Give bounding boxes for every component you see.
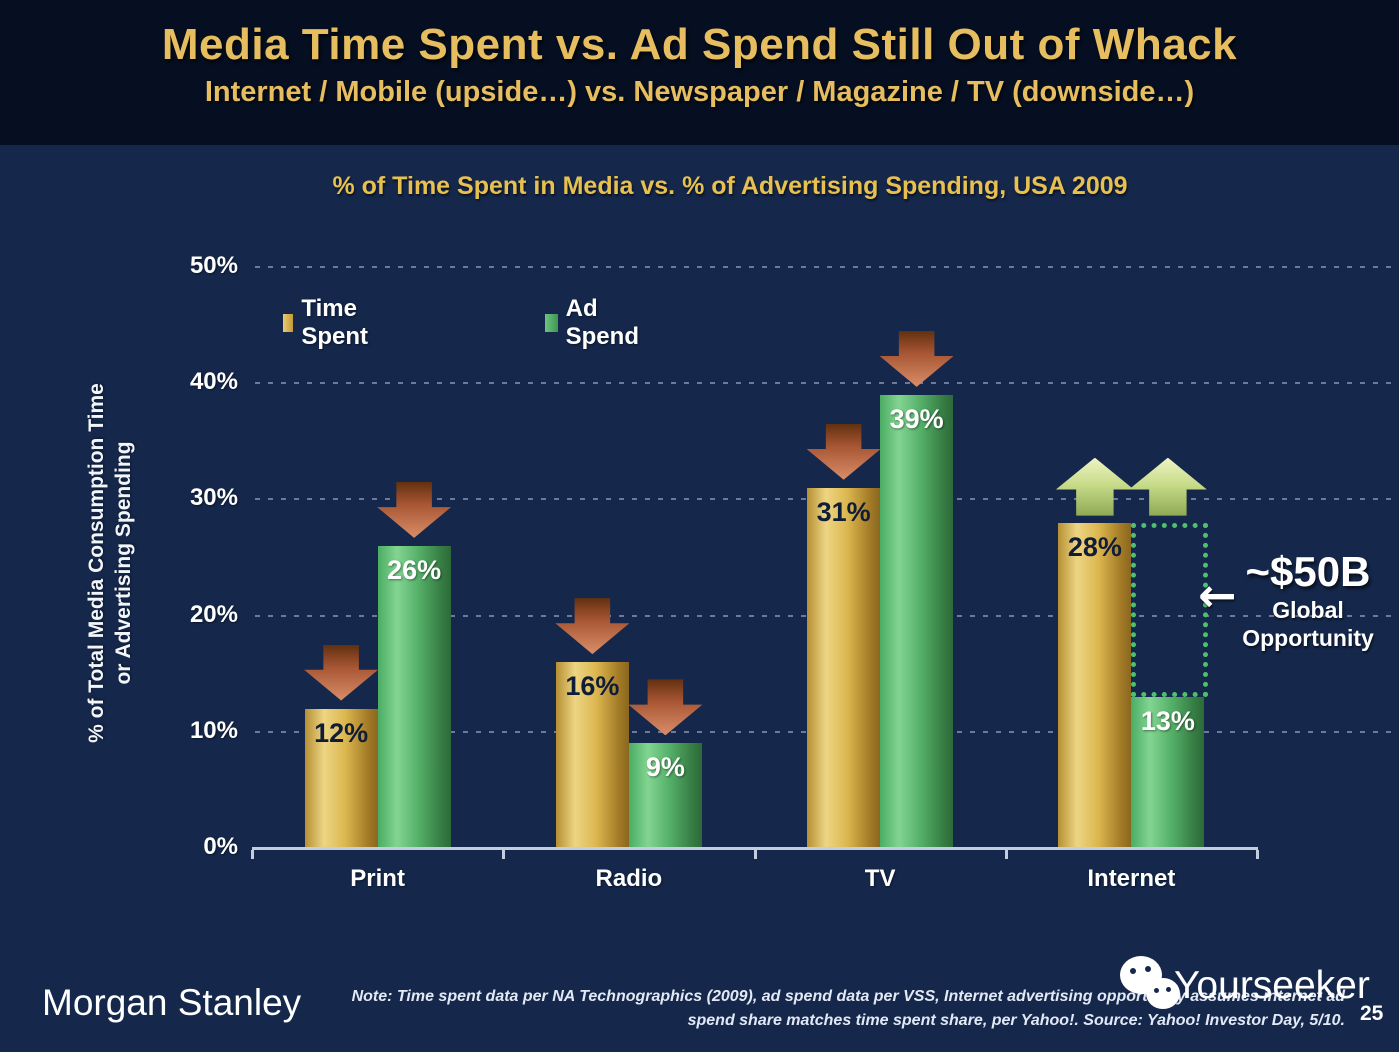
- y-axis-label-line2: or Advertising Spending: [112, 441, 135, 685]
- x-axis-tick: [753, 850, 757, 859]
- source-note-line2: spend share matches time spent share, pe…: [687, 1012, 1345, 1029]
- x-category-label: Internet: [1087, 865, 1176, 892]
- x-axis-tick: [1256, 850, 1259, 859]
- x-axis-tick: [251, 850, 254, 859]
- left-arrow-icon: ←: [1198, 568, 1237, 622]
- legend-item-time-spent: Time Spent: [283, 295, 376, 351]
- y-tick-label: 40%: [189, 368, 238, 396]
- source-note-line1: Note: Time spent data per NA Technograph…: [351, 988, 1345, 1005]
- bar-value-label: 26%: [387, 554, 442, 585]
- bar-value-label: 31%: [816, 496, 871, 527]
- ad-spend-swatch-icon: [545, 314, 558, 332]
- opportunity-label-line1: Global: [1272, 597, 1344, 623]
- wechat-icon-eye: [1130, 968, 1136, 974]
- up-arrow-icon: [1055, 457, 1134, 516]
- down-arrow-icon: [377, 481, 452, 538]
- slide-header: Media Time Spent vs. Ad Spend Still Out …: [0, 0, 1399, 145]
- y-tick-label: 10%: [189, 716, 238, 744]
- slide-title: Media Time Spent vs. Ad Spend Still Out …: [161, 20, 1238, 69]
- time-spent-swatch-icon: [283, 314, 294, 332]
- chart-title: % of Time Spent in Media vs. % of Advert…: [332, 172, 1128, 200]
- bar-internet-ad-spend: [1131, 696, 1205, 848]
- x-category-label: TV: [864, 865, 896, 892]
- opportunity-annotation: ~$50B Global Opportunity: [1222, 548, 1394, 652]
- x-category-label: Radio: [595, 865, 663, 892]
- x-axis-tick: [1004, 850, 1008, 859]
- up-arrow-icon: [1128, 457, 1207, 516]
- opportunity-value: ~$50B: [1245, 548, 1371, 595]
- gridline-50%: [255, 266, 1395, 268]
- y-tick-label: 20%: [189, 600, 238, 628]
- wechat-icon-eye: [1166, 987, 1171, 992]
- wechat-icon-small-bubble: [1146, 978, 1180, 1009]
- bar-radio-ad-spend: [628, 743, 702, 848]
- x-axis-line: [252, 847, 1258, 850]
- slide-subtitle: Internet / Mobile (upside…) vs. Newspape…: [204, 76, 1195, 108]
- bar-internet-time-spent: [1058, 522, 1132, 848]
- wechat-icon-eye: [1145, 966, 1151, 972]
- bar-value-label: 13%: [1140, 705, 1195, 736]
- legend-item-ad-spend: Ad Spend: [545, 295, 644, 351]
- bar-radio-time-spent: [555, 662, 629, 848]
- x-category-label: Print: [350, 865, 405, 892]
- x-axis-tick: [502, 850, 506, 859]
- y-tick-label: 30%: [189, 484, 238, 512]
- source-note: Note: Time spent data per NA Technograph…: [315, 985, 1345, 1033]
- watermark-text: Yourseeker: [1174, 964, 1370, 1007]
- down-arrow-icon: [806, 423, 881, 480]
- bar-value-label: 12%: [314, 717, 369, 748]
- bar-print-time-spent: [304, 708, 378, 848]
- bar-value-label: 28%: [1067, 531, 1122, 562]
- down-arrow-icon: [555, 598, 630, 655]
- bar-value-label: 9%: [645, 752, 685, 783]
- page-number: 25: [1360, 1002, 1384, 1025]
- bar-tv-time-spent: [807, 487, 881, 848]
- bar-value-label: 16%: [565, 671, 620, 702]
- morgan-stanley-logo: Morgan Stanley: [42, 982, 302, 1023]
- opportunity-gap-dotted-rect: [1131, 522, 1209, 697]
- down-arrow-icon: [304, 644, 379, 701]
- bar-value-label: 39%: [889, 403, 944, 434]
- down-arrow-icon: [879, 330, 954, 387]
- y-axis-label-line1: % of Total Media Consumption Time: [85, 383, 108, 743]
- down-arrow-icon: [628, 679, 703, 736]
- opportunity-label-line2: Opportunity: [1242, 625, 1374, 651]
- gridline-40%: [255, 382, 1395, 385]
- legend-label-time-spent: Time Spent: [301, 295, 369, 350]
- bar-tv-ad-spend: [880, 394, 954, 848]
- y-axis-label: % of Total Media Consumption Time or Adv…: [83, 303, 141, 823]
- legend-label-ad-spend: Ad Spend: [565, 295, 639, 350]
- y-tick-label: 50%: [189, 252, 238, 279]
- wechat-icon-eye: [1154, 988, 1159, 993]
- y-tick-label: 0%: [203, 833, 238, 860]
- bar-print-ad-spend: [377, 545, 451, 848]
